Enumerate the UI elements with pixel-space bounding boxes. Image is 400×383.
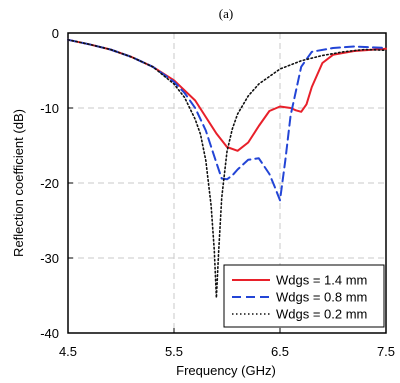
chart-title: (a): [219, 6, 233, 21]
series-line-1: [67, 38, 387, 152]
legend-label-3: Wdgs = 0.2 mm: [276, 307, 367, 322]
legend: Wdgs = 1.4 mm Wdgs = 0.8 mm Wdgs = 0.2 mm: [223, 264, 385, 328]
y-tick-label: -10: [40, 101, 59, 116]
series-layer: [67, 38, 387, 299]
x-axis-label: Frequency (GHz): [176, 363, 276, 378]
tick-layer: 4.5 5.5 6.5 7.5 0 -10 -20 -30 -40: [40, 26, 395, 359]
y-tick-label: -30: [40, 251, 59, 266]
y-axis-label: Reflection coefficient (dB): [11, 109, 26, 257]
y-tick-label: 0: [52, 26, 59, 41]
series-line-3: [67, 39, 387, 299]
y-tick-label: -20: [40, 176, 59, 191]
series-line-2: [67, 38, 387, 202]
x-tick-label: 6.5: [271, 344, 289, 359]
legend-label-2: Wdgs = 0.8 mm: [276, 290, 367, 305]
x-tick-label: 7.5: [377, 344, 395, 359]
x-tick-label: 4.5: [59, 344, 77, 359]
x-tick-label: 5.5: [165, 344, 183, 359]
y-tick-label: -40: [40, 326, 59, 341]
legend-label-1: Wdgs = 1.4 mm: [276, 273, 367, 288]
